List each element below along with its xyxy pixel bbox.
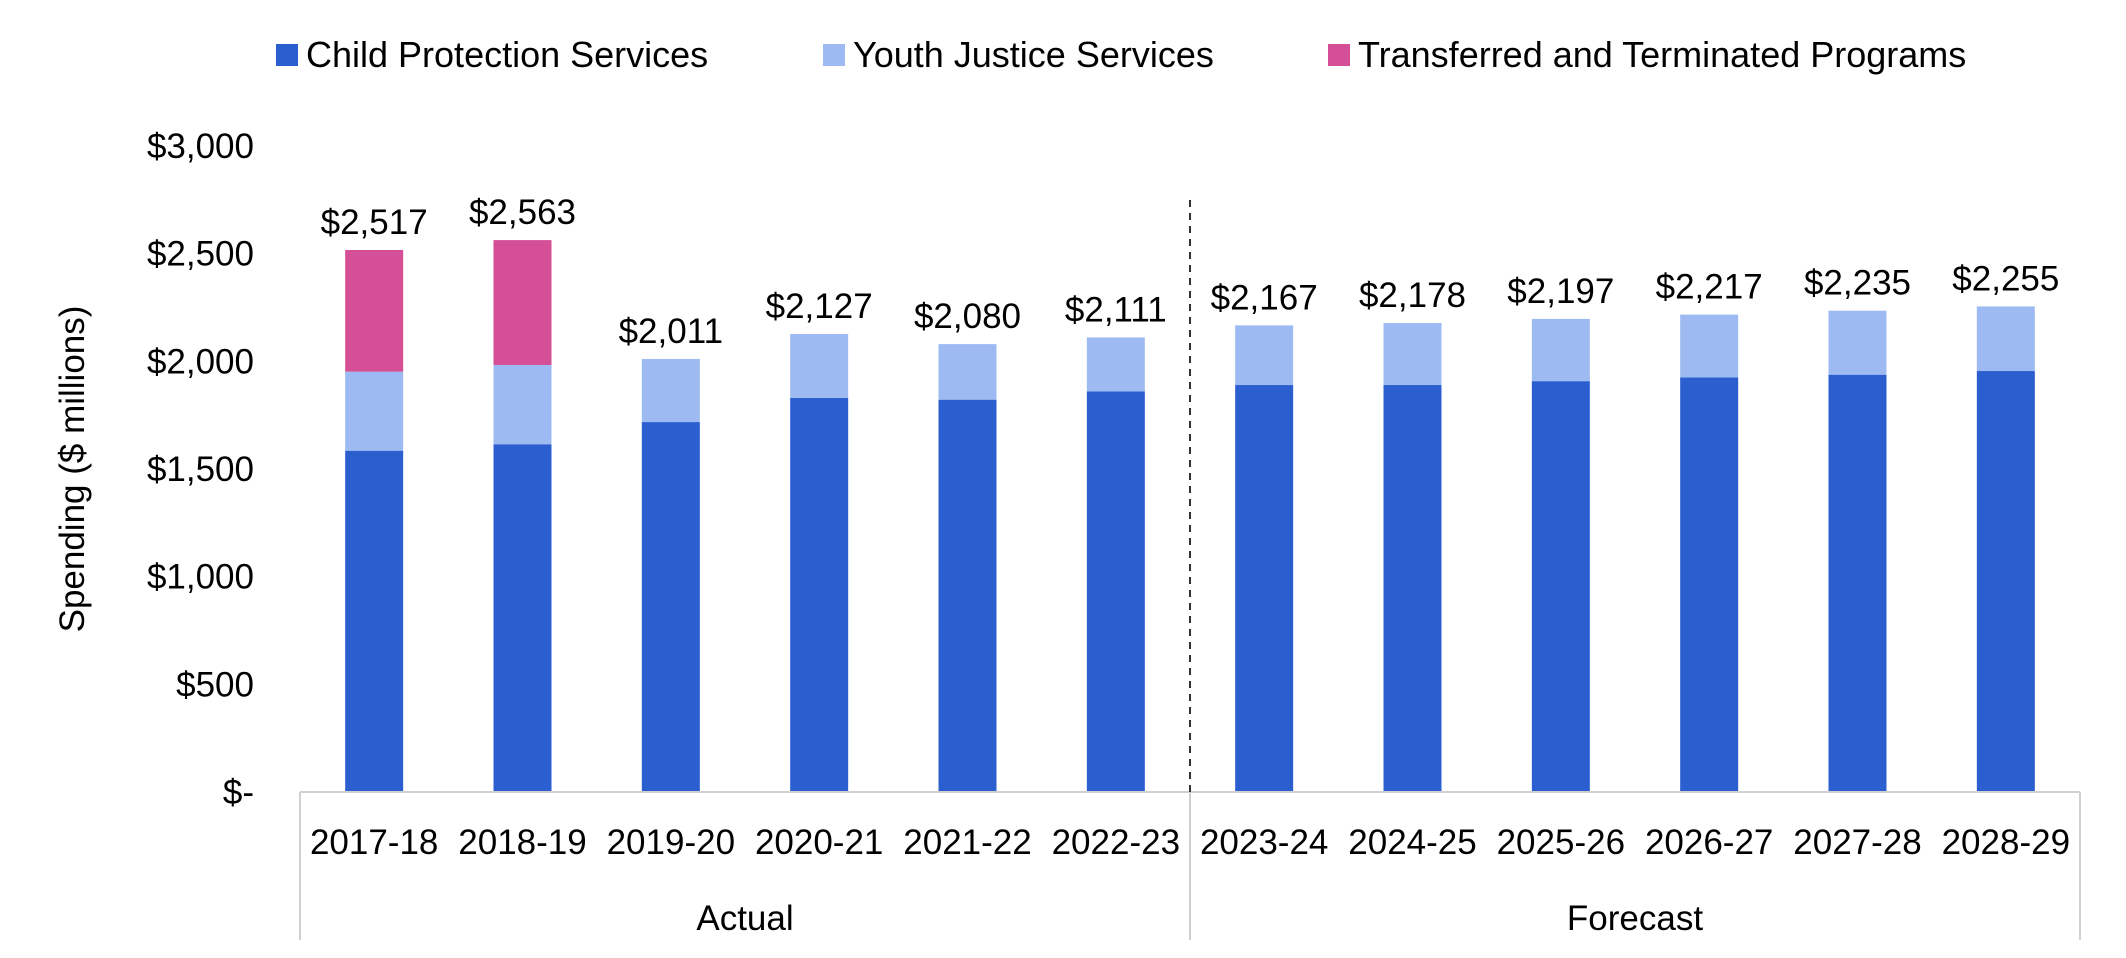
bar-total-label: $2,517 bbox=[321, 203, 428, 242]
legend-item-transferred-terminated: Transferred and Terminated Programs bbox=[1328, 30, 1966, 80]
bar-total-label: $2,127 bbox=[766, 287, 873, 326]
bar-segment-child-protection bbox=[790, 397, 849, 792]
legend-swatch bbox=[823, 44, 845, 66]
bar-segment-child-protection bbox=[493, 444, 552, 792]
bar-segment-transferred-terminated bbox=[345, 250, 404, 372]
bar-segment-child-protection bbox=[1383, 385, 1442, 792]
bar-segment-child-protection bbox=[1680, 377, 1739, 792]
bar-total-label: $2,235 bbox=[1804, 264, 1911, 303]
bar-segment-youth-justice bbox=[1976, 306, 2035, 372]
bar-total-label: $2,197 bbox=[1507, 272, 1614, 311]
y-tick-label: $2,000 bbox=[147, 342, 254, 381]
bar-total-label: $2,167 bbox=[1211, 278, 1318, 317]
bar-segment-youth-justice bbox=[345, 371, 404, 451]
legend-swatch bbox=[276, 44, 298, 66]
bar-segment-child-protection bbox=[938, 399, 997, 792]
bar-total-label: $2,111 bbox=[1065, 290, 1167, 329]
bar-segment-youth-justice bbox=[641, 358, 700, 423]
bar-segment-youth-justice bbox=[1086, 337, 1145, 392]
legend: Child Protection Services Youth Justice … bbox=[0, 30, 2126, 80]
legend-label: Transferred and Terminated Programs bbox=[1358, 34, 1967, 75]
bar-total-label: $2,255 bbox=[1952, 259, 2059, 298]
x-tick-label: 2020-21 bbox=[755, 823, 883, 862]
bar-segment-youth-justice bbox=[1531, 318, 1590, 382]
bar-segment-youth-justice bbox=[1828, 310, 1887, 375]
bar-segment-youth-justice bbox=[1383, 323, 1442, 386]
bar-total-label: $2,178 bbox=[1359, 276, 1466, 315]
x-tick-label: 2021-22 bbox=[903, 823, 1031, 862]
bar-segment-youth-justice bbox=[493, 364, 552, 445]
bar-segment-youth-justice bbox=[790, 333, 849, 398]
axis-group-label: Forecast bbox=[1567, 899, 1703, 938]
bar-segment-child-protection bbox=[345, 450, 404, 792]
bar-segment-child-protection bbox=[1828, 374, 1887, 792]
x-tick-label: 2023-24 bbox=[1200, 823, 1328, 862]
x-tick-label: 2024-25 bbox=[1348, 823, 1476, 862]
bar-segment-child-protection bbox=[1531, 381, 1590, 792]
legend-swatch bbox=[1328, 44, 1350, 66]
x-tick-label: 2028-29 bbox=[1942, 823, 2070, 862]
y-tick-label: $3,000 bbox=[147, 127, 254, 166]
bar-segment-youth-justice bbox=[1680, 314, 1739, 378]
bar-segment-child-protection bbox=[641, 422, 700, 792]
bar-segment-youth-justice bbox=[1235, 325, 1294, 386]
y-tick-label: $500 bbox=[176, 665, 254, 704]
legend-label: Child Protection Services bbox=[306, 34, 709, 75]
bar-total-label: $2,563 bbox=[469, 193, 576, 232]
x-tick-label: 2022-23 bbox=[1052, 823, 1180, 862]
x-tick-label: 2027-28 bbox=[1793, 823, 1921, 862]
x-tick-label: 2026-27 bbox=[1645, 823, 1773, 862]
bar-segment-child-protection bbox=[1976, 371, 2035, 792]
bar-segment-child-protection bbox=[1235, 385, 1294, 792]
x-tick-label: 2019-20 bbox=[607, 823, 735, 862]
bar-segment-child-protection bbox=[1086, 391, 1145, 792]
x-tick-label: 2025-26 bbox=[1497, 823, 1625, 862]
y-tick-label: $- bbox=[223, 773, 254, 812]
x-tick-label: 2018-19 bbox=[458, 823, 586, 862]
x-tick-label: 2017-18 bbox=[310, 823, 438, 862]
legend-label: Youth Justice Services bbox=[853, 34, 1214, 75]
legend-item-child-protection: Child Protection Services bbox=[276, 30, 708, 80]
legend-item-youth-justice: Youth Justice Services bbox=[823, 30, 1214, 80]
axis-group-label: Actual bbox=[696, 899, 793, 938]
bar-total-label: $2,217 bbox=[1656, 268, 1763, 307]
y-tick-label: $1,500 bbox=[147, 450, 254, 489]
bar-total-label: $2,080 bbox=[914, 297, 1021, 336]
y-axis-title: Spending ($ millions) bbox=[53, 306, 92, 633]
bar-segment-youth-justice bbox=[938, 344, 997, 400]
bar-segment-transferred-terminated bbox=[493, 240, 552, 365]
y-tick-label: $1,000 bbox=[147, 558, 254, 597]
bar-total-label: $2,011 bbox=[619, 312, 723, 351]
y-tick-label: $2,500 bbox=[147, 235, 254, 274]
